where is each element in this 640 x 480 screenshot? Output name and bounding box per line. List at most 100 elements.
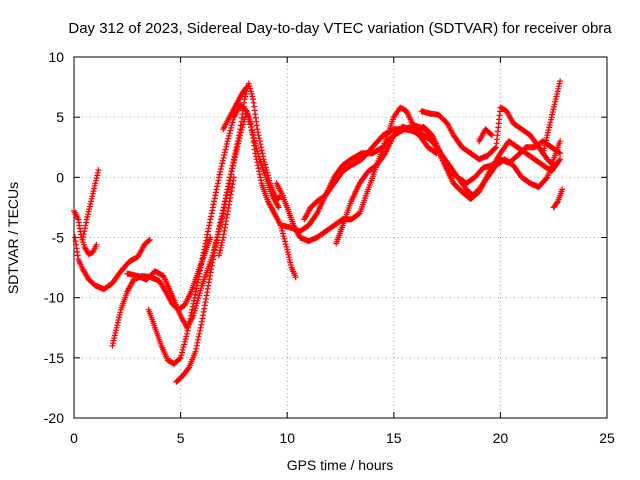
data-point — [275, 204, 282, 211]
data-point — [225, 132, 232, 139]
y-tick-label: -5 — [52, 230, 65, 246]
data-point — [211, 246, 218, 253]
data-point — [146, 236, 153, 243]
data-point — [492, 145, 499, 152]
y-tick-label: -20 — [44, 410, 64, 426]
data-point — [555, 85, 562, 92]
data-point — [192, 348, 199, 355]
data-point — [255, 132, 262, 139]
data-point — [262, 161, 269, 168]
data-point — [255, 165, 262, 172]
data-point — [185, 321, 192, 328]
y-tick-label: -10 — [44, 290, 64, 306]
data-point — [214, 183, 221, 190]
y-tick-label: 5 — [56, 109, 64, 125]
data-series — [216, 174, 237, 259]
data-points — [71, 78, 566, 385]
data-series — [145, 102, 282, 367]
data-point — [220, 207, 226, 214]
data-series — [476, 126, 495, 145]
data-point — [243, 84, 250, 91]
data-point — [292, 274, 299, 281]
data-point — [248, 124, 254, 131]
data-point — [218, 213, 225, 220]
data-point — [185, 365, 192, 372]
data-point — [557, 156, 564, 163]
data-point — [282, 241, 289, 248]
data-point — [252, 142, 259, 149]
data-point — [279, 230, 286, 237]
data-point — [194, 339, 201, 346]
data-point — [223, 192, 230, 199]
x-tick-label: 10 — [279, 430, 295, 446]
data-point — [557, 150, 564, 157]
y-tick-label: 10 — [48, 49, 64, 65]
data-point — [263, 167, 270, 173]
data-point — [219, 157, 226, 164]
data-point — [231, 153, 238, 160]
data-point — [225, 135, 232, 142]
data-point — [549, 161, 556, 168]
x-tick-label: 15 — [386, 430, 402, 446]
x-tick-label: 0 — [70, 430, 78, 446]
data-point — [279, 227, 286, 234]
x-tick-label: 25 — [599, 430, 615, 446]
data-series — [79, 167, 102, 243]
data-series — [550, 186, 566, 211]
data-point — [194, 282, 200, 289]
data-point — [223, 141, 230, 147]
data-point — [184, 327, 191, 334]
data-point — [181, 341, 188, 348]
data-point — [216, 171, 223, 178]
data-point — [559, 186, 566, 193]
data-point — [195, 333, 202, 340]
data-point — [257, 174, 264, 181]
data-point — [247, 121, 254, 128]
data-point — [260, 156, 267, 163]
data-point — [250, 132, 257, 139]
data-point — [265, 175, 272, 181]
y-axis-label: SDTVAR / TECUs — [5, 182, 21, 294]
data-point — [221, 152, 228, 159]
data-point — [547, 119, 554, 126]
data-point — [95, 167, 102, 174]
data-point — [189, 306, 196, 313]
data-point — [74, 252, 81, 259]
data-point — [243, 108, 250, 115]
data-point — [252, 140, 259, 147]
data-point — [207, 216, 214, 223]
data-point — [262, 164, 269, 171]
data-point — [432, 149, 439, 156]
data-point — [227, 195, 234, 201]
data-point — [245, 116, 252, 123]
data-series — [301, 122, 564, 223]
data-point — [93, 241, 100, 248]
data-point — [242, 85, 249, 92]
data-point — [488, 132, 495, 139]
data-point — [253, 145, 260, 152]
data-point — [215, 228, 222, 235]
data-point — [218, 163, 225, 170]
data-point — [225, 183, 232, 190]
data-point — [178, 352, 185, 359]
data-point — [145, 237, 152, 244]
data-point — [228, 168, 235, 175]
chart-title: Day 312 of 2023, Sidereal Day-to-day VTE… — [68, 20, 612, 37]
data-series — [540, 78, 564, 157]
data-point — [257, 141, 264, 148]
data-series — [173, 80, 286, 385]
data-point — [226, 130, 233, 137]
data-point — [228, 124, 235, 131]
x-tick-label: 20 — [493, 430, 509, 446]
data-point — [433, 150, 440, 157]
data-point — [228, 122, 235, 129]
y-tick-label: -15 — [44, 350, 64, 366]
x-tick-label: 5 — [177, 430, 185, 446]
data-point — [216, 222, 223, 229]
data-point — [230, 116, 237, 123]
data-point — [282, 238, 289, 245]
data-series — [333, 123, 440, 247]
y-tick-label: 0 — [56, 169, 64, 185]
data-point — [249, 129, 256, 136]
